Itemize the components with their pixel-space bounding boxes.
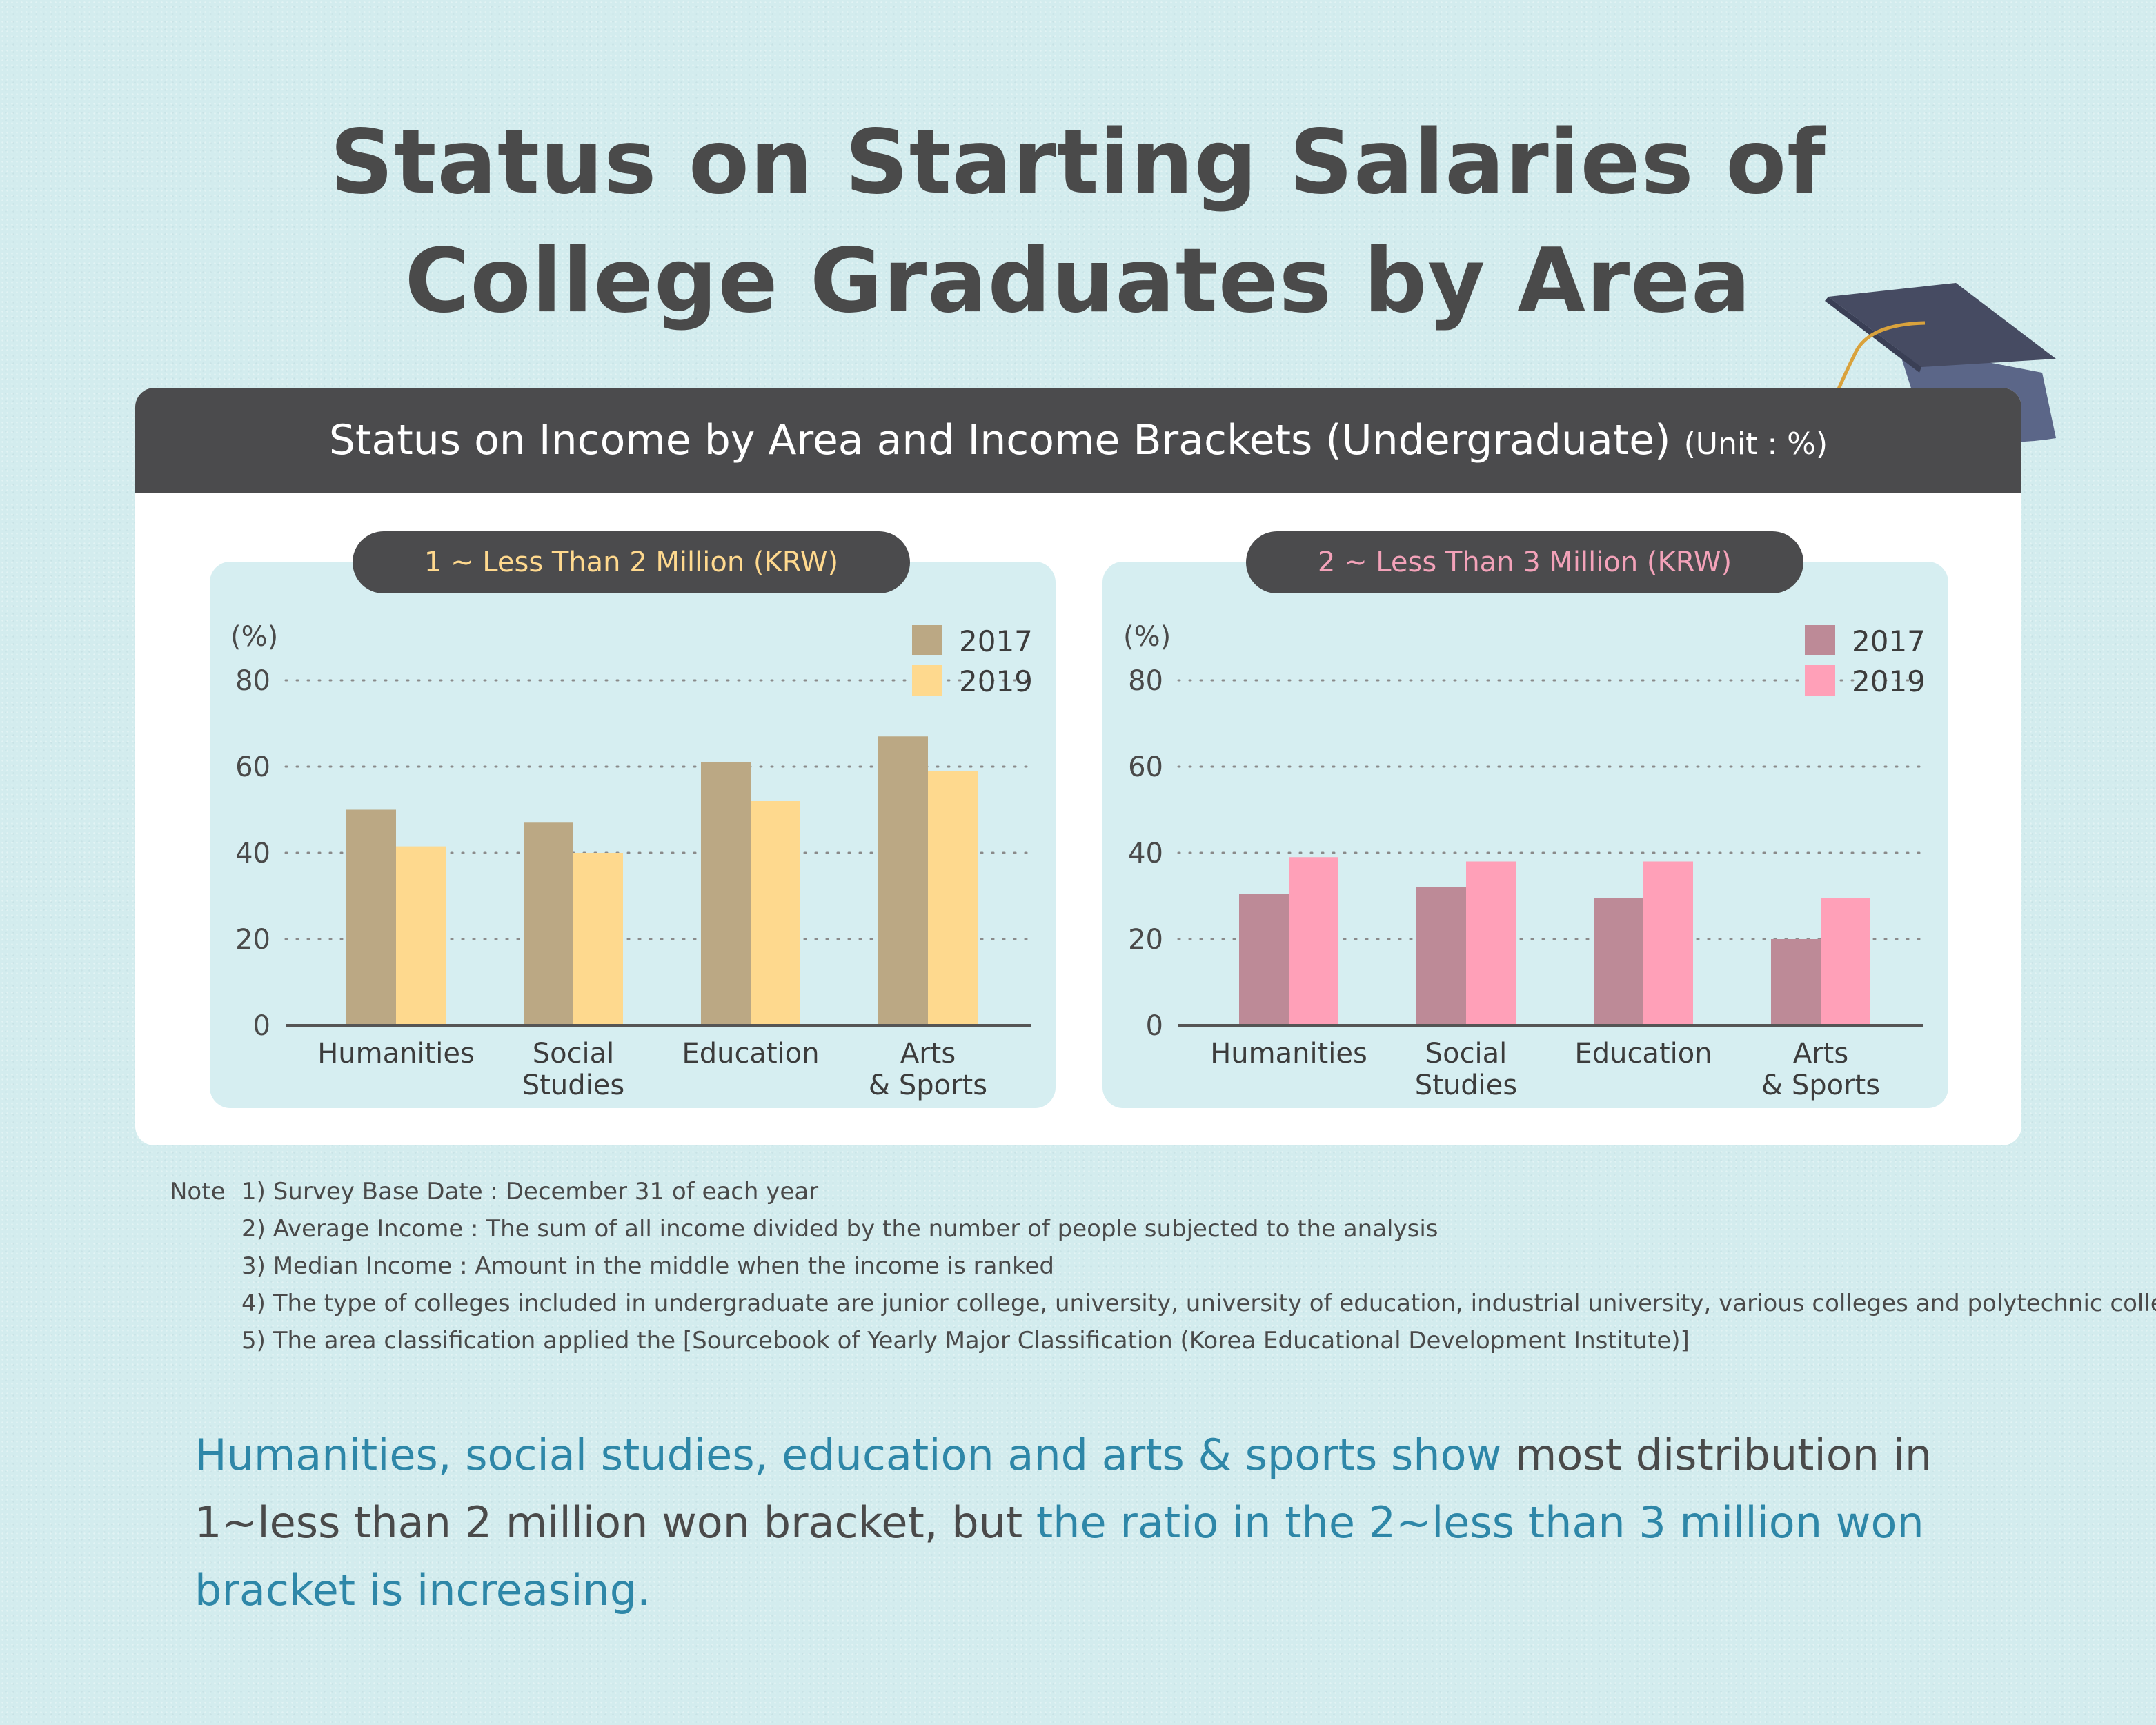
bar — [396, 846, 446, 1025]
legend-label: 2017 — [1852, 624, 1926, 658]
y-tick-label: 20 — [235, 924, 270, 956]
note-item: 2) Average Income : The sum of all incom… — [241, 1215, 1438, 1243]
bar — [1643, 861, 1693, 1025]
chart-panel-1: (%) 0 20 40 60 80 Humanities Social Studies Educa… — [210, 562, 1056, 1108]
bar — [573, 853, 623, 1025]
y-tick-label: 20 — [1128, 924, 1163, 956]
bar — [1771, 939, 1821, 1025]
y-axis-label: (%) — [230, 621, 278, 653]
bar — [701, 762, 751, 1025]
y-tick-label: 80 — [235, 665, 270, 697]
bar — [1821, 898, 1870, 1025]
title-line-2: College Graduates by Area — [404, 230, 1752, 333]
legend-swatch — [912, 665, 942, 696]
y-tick-label: 40 — [1128, 838, 1163, 869]
chart-card: Status on Income by Area and Income Brac… — [135, 388, 2021, 1145]
legend-label: 2019 — [1852, 664, 1926, 698]
summary-highlight-1: Humanities, social studies, education an… — [195, 1430, 1502, 1480]
bar — [1239, 894, 1289, 1025]
unit-label: (Unit : %) — [1683, 426, 1828, 462]
notes: Note 1) Survey Base Date : December 31 o… — [170, 1173, 2156, 1359]
x-tick-label: Education — [682, 1038, 819, 1070]
x-tick-label: & Sports — [1761, 1070, 1880, 1101]
x-tick-label: Humanities — [317, 1038, 475, 1070]
x-tick-label: Social — [533, 1038, 615, 1070]
bar — [1466, 861, 1516, 1025]
legend-swatch — [1805, 625, 1835, 656]
x-tick-label: Education — [1574, 1038, 1712, 1070]
bar — [1289, 857, 1338, 1025]
y-tick-label: 0 — [253, 1010, 270, 1042]
x-tick-label: Humanities — [1210, 1038, 1367, 1070]
y-tick-label: 0 — [1146, 1010, 1163, 1042]
legend-label: 2019 — [959, 664, 1033, 698]
x-tick-label: Arts — [900, 1038, 956, 1070]
y-tick-label: 40 — [235, 838, 270, 869]
legend-label: 2017 — [959, 624, 1033, 658]
page-title: Status on Starting Salaries of College G… — [0, 103, 2156, 341]
note-item: 1) Survey Base Date : December 31 of eac… — [241, 1178, 819, 1205]
title-line-1: Status on Starting Salaries of — [330, 111, 1826, 214]
x-tick-label: Studies — [1415, 1070, 1517, 1101]
summary-highlight-2: the ratio in the 2~less than 3 million w… — [195, 1497, 1924, 1615]
y-tick-label: 60 — [1128, 751, 1163, 783]
x-tick-label: Studies — [522, 1070, 624, 1101]
bar — [524, 822, 573, 1025]
card-heading: Status on Income by Area and Income Brac… — [328, 416, 1671, 464]
bar — [928, 771, 978, 1025]
note-item: 3) Median Income : Amount in the middle … — [241, 1252, 1054, 1280]
note-item: 4) The type of colleges included in unde… — [241, 1290, 2156, 1317]
notes-label: Note — [170, 1178, 226, 1205]
summary-plain: most distribution in 1~less than 2 milli… — [195, 1430, 1932, 1548]
card-header: Status on Income by Area and Income Brac… — [135, 388, 2021, 493]
bar — [346, 809, 396, 1025]
legend-swatch — [912, 625, 942, 656]
bar — [1594, 898, 1643, 1025]
bar — [1416, 887, 1466, 1025]
note-item: 5) The area classification applied the [… — [241, 1327, 1690, 1354]
x-tick-label: Arts — [1793, 1038, 1848, 1070]
panel2-title: 2 ~ Less Than 3 Million (KRW) — [1246, 531, 1803, 593]
y-tick-label: 80 — [1128, 665, 1163, 697]
bar — [878, 736, 928, 1025]
y-axis-label: (%) — [1123, 621, 1171, 653]
x-tick-label: Social — [1425, 1038, 1507, 1070]
legend-swatch — [1805, 665, 1835, 696]
bar — [751, 801, 800, 1025]
x-tick-label: & Sports — [869, 1070, 987, 1101]
chart-panel-2: (%) 0 20 40 60 80 Humanities Social Studies Educa… — [1102, 562, 1948, 1108]
summary-text: Humanities, social studies, education an… — [195, 1421, 2016, 1624]
panel1-title: 1 ~ Less Than 2 Million (KRW) — [353, 531, 910, 593]
y-tick-label: 60 — [235, 751, 270, 783]
